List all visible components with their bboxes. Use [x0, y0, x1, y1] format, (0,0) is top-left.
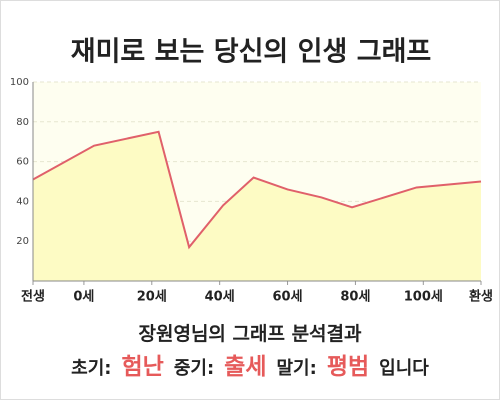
result-row: 초기: 험난 중기: 출세 말기: 평범 입니다: [1, 347, 499, 381]
x-tick-label: 0세: [73, 290, 94, 305]
x-tick-label: 100세: [404, 290, 443, 305]
stage-label: 말기:: [276, 358, 317, 379]
y-tick-label: 80: [16, 117, 29, 128]
stage-value: 험난: [121, 354, 164, 380]
ending: 입니다: [379, 358, 429, 379]
chart: 재미로 보는 당신의 인생 그래프 20 40 60 80 100 전생 0세 20세 40세 6…: [10, 37, 493, 305]
x-tick-label: 40세: [205, 290, 235, 305]
line: [32, 130, 482, 250]
y-tick-label: 40: [16, 196, 29, 207]
x-tick-label: 20세: [137, 290, 167, 305]
stage-label: 중기:: [173, 358, 215, 379]
y-tick-label: 100: [10, 77, 29, 88]
stage-value: 평범: [326, 354, 370, 380]
y-tick-label: 60: [16, 157, 29, 168]
chart-title: 재미로 보는 당신의 인생 그래프: [71, 37, 432, 68]
result-heading: 장원영님의 그래프 분석결과: [138, 323, 362, 345]
x-tick-label: 60세: [273, 290, 303, 305]
x-tick-label: 80세: [340, 290, 370, 305]
x-tick-label: 전생: [21, 289, 45, 305]
y-tick-label: 20: [16, 236, 29, 247]
stage-value: 출세: [224, 354, 267, 380]
x-tick-label: 환생: [469, 289, 493, 305]
stage-label: 초기:: [71, 358, 112, 379]
area: [33, 131, 481, 281]
